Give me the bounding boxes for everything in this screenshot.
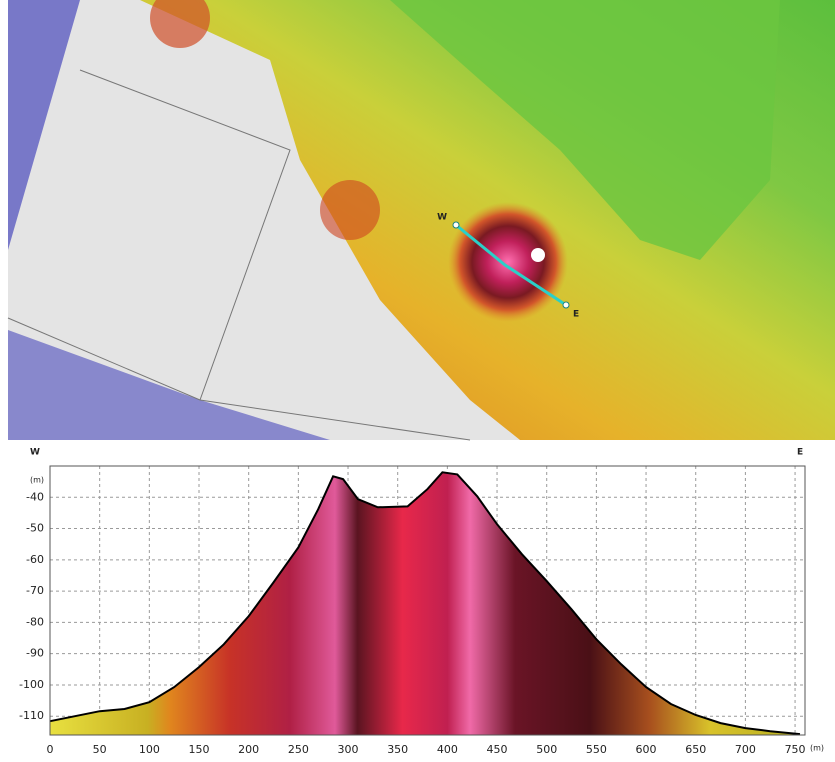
x-unit: (m): [810, 744, 824, 753]
x-tick-label: 650: [685, 743, 706, 756]
y-unit: (m): [30, 476, 44, 485]
x-tick-label: 200: [238, 743, 259, 756]
x-tick-label: 300: [338, 743, 359, 756]
x-tick-label: 550: [586, 743, 607, 756]
map-crater: [531, 248, 545, 262]
y-tick-label: -80: [26, 615, 44, 628]
y-tick-label: -110: [19, 709, 44, 722]
profile-end: [453, 222, 459, 228]
x-tick-label: 450: [487, 743, 508, 756]
page: W E W E (m) (m) -40 -50 -60 -70 -80 -90 -100 -1…: [0, 0, 835, 762]
y-tick-label: -40: [26, 490, 44, 503]
profile-label: E: [797, 448, 803, 458]
profile-label: W: [30, 448, 40, 458]
map-terrain: [320, 180, 380, 240]
profile-chart: W E (m) (m) -40 -50 -60 -70 -80 -90 -100 -110 0 5…: [19, 448, 824, 757]
x-tick-label: 350: [387, 743, 408, 756]
x-tick-label: 250: [288, 743, 309, 756]
map-label: E: [573, 310, 579, 320]
x-tick-label: 50: [93, 743, 107, 756]
x-tick-label: 100: [139, 743, 160, 756]
x-tick-label: 700: [735, 743, 756, 756]
profile-end: [563, 302, 569, 308]
map-crater: [448, 202, 568, 322]
x-tick-label: 400: [437, 743, 458, 756]
x-tick-label: 750: [785, 743, 806, 756]
y-tick-label: -100: [19, 678, 44, 691]
map-label: W: [437, 213, 447, 223]
terrain-map: W E: [8, 0, 835, 440]
screen: W E W E (m) (m) -40 -50 -60 -70 -80 -90 -100 -1…: [0, 0, 835, 762]
y-tick-label: -60: [26, 553, 44, 566]
y-tick-label: -90: [26, 647, 44, 660]
y-tick-label: -70: [26, 584, 44, 597]
x-tick-label: 0: [47, 743, 54, 756]
y-tick-label: -50: [26, 522, 44, 535]
x-tick-label: 150: [189, 743, 210, 756]
x-tick-label: 600: [636, 743, 657, 756]
x-tick-label: 500: [536, 743, 557, 756]
